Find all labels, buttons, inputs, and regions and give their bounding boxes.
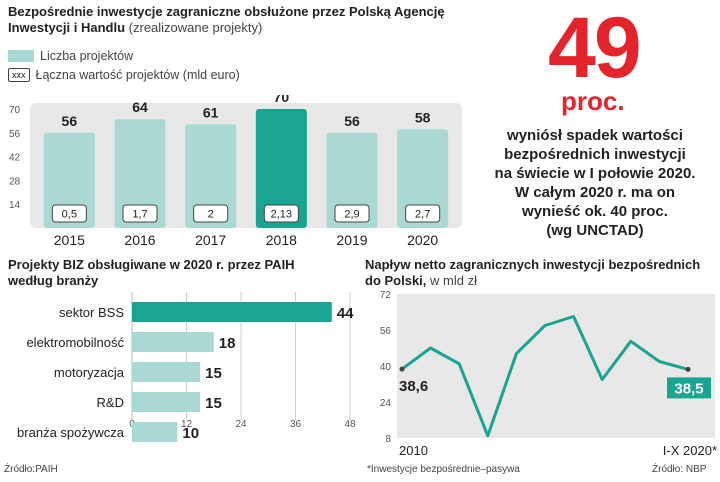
highlight-text-line: na świecie w I połowie 2020. (494, 165, 696, 182)
plot-background (397, 294, 715, 438)
category-label: branża spożywcza (17, 425, 125, 440)
category-label: elektromobilność (26, 335, 124, 350)
top-chart-title-bold: Bezpośrednie inwestycje zagraniczne obsł… (8, 4, 445, 35)
y-tick-label: 56 (380, 326, 392, 337)
fdi-line-chart: 8 24 40 56 72 38,6 38,5 2010 I-X 2020* (380, 290, 717, 458)
value-box (334, 204, 370, 223)
end-value-box (667, 377, 711, 399)
value-box (51, 204, 87, 223)
highlight-text-line: (wg UNCTAD) (546, 222, 644, 239)
bar-2019 (326, 132, 378, 228)
fdi-chart-title: Napływ netto zagranicznych inwestycji be… (365, 257, 720, 289)
x-tick-label: 2015 (54, 232, 85, 248)
x-tick-label: 48 (344, 419, 356, 430)
highlight-text-line: bezpośrednich inwestycji (504, 146, 686, 163)
bar-2018 (255, 109, 307, 228)
category-label: sektor BSS (59, 305, 124, 320)
highlight-number: 49 (548, 0, 642, 96)
branches-bar-chart: 012243648sektor BSS44elektromobilność18m… (17, 292, 356, 442)
x-tick-label: 2010 (399, 443, 428, 458)
top-bar-chart: 14 28 42 56 70 56 0,5 2015 64 1,7 2016 61 2 2017 70 2,1… (9, 95, 462, 248)
bar-value-label: 58 (415, 109, 431, 125)
legend-value: xxx Łączna wartość projektów (mld euro) (8, 68, 240, 82)
branches-title-line2: według branży (8, 273, 99, 288)
x-tick-label: 2020 (407, 232, 438, 248)
y-tick-label: 56 (9, 129, 21, 140)
bar-value-label: 64 (132, 99, 148, 115)
x-tick-label: 2016 (124, 232, 155, 248)
value-box (405, 204, 441, 223)
highlight-text-line: W całym 2020 r. ma on (514, 184, 676, 201)
hbar-value-label: 15 (205, 365, 222, 382)
x-tick-label: 12 (181, 419, 193, 430)
highlight-unit: proc. (561, 86, 625, 116)
branches-chart-title: Projekty BIZ obsługiwane w 2020 r. przez… (8, 257, 348, 289)
start-value-label: 38,6 (399, 378, 428, 395)
hbar (132, 302, 332, 322)
bar-2017 (185, 124, 237, 228)
value-box-label: 2,13 (271, 209, 292, 221)
highlight-text-line: wynieść ok. 40 proc. (522, 203, 668, 220)
bar-2015 (43, 132, 95, 228)
x-tick-label: 36 (290, 419, 302, 430)
legend-value-box: xxx (8, 68, 30, 82)
value-box-label: 2,7 (415, 209, 430, 221)
x-tick-label: 2019 (336, 232, 367, 248)
bar-2016 (114, 119, 166, 228)
hbar (132, 362, 201, 382)
hbar (132, 392, 201, 412)
fdi-title-line2-bold: do Polski, (365, 273, 427, 288)
value-box-label: 2 (208, 209, 214, 221)
legend-count-swatch (8, 50, 34, 62)
value-box-label: 0,5 (62, 209, 77, 221)
highlight-text: wyniósł spadek wartości bezpośrednich inw… (472, 126, 718, 240)
hbar (132, 422, 178, 442)
top-chart-title: Bezpośrednie inwestycje zagraniczne obsł… (8, 4, 478, 36)
end-point (685, 366, 691, 372)
legend-count-label: Liczba projektów (40, 49, 134, 63)
y-tick-label: 42 (9, 153, 21, 164)
bar-2020 (397, 129, 449, 228)
hbar-value-label: 18 (219, 335, 236, 352)
legend-value-label: Łączna wartość projektów (mld euro) (35, 68, 240, 82)
x-tick-label: I-X 2020* (663, 443, 717, 458)
y-tick-label: 24 (380, 398, 392, 409)
value-box-label: 1,7 (132, 209, 147, 221)
end-value-label: 38,5 (674, 380, 703, 397)
category-label: motoryzacja (54, 365, 125, 380)
fdi-source: Źródło: NBP (652, 464, 707, 475)
y-tick-label: 14 (9, 200, 21, 211)
highlight-text-line: wyniósł spadek wartości (507, 127, 683, 144)
value-box (122, 204, 158, 223)
value-box (263, 204, 299, 223)
value-box (193, 204, 229, 223)
branches-source: Źródło:PAIH (4, 464, 58, 475)
y-tick-label: 8 (385, 434, 391, 445)
top-chart-title-light: (zrealizowane projekty) (128, 20, 263, 35)
category-label: R&D (97, 395, 124, 410)
fdi-series-line (401, 315, 689, 438)
hbar-value-label: 10 (182, 425, 199, 442)
hbar-value-label: 44 (337, 305, 354, 322)
x-tick-label: 2018 (266, 232, 297, 248)
bar-value-label: 70 (274, 95, 290, 105)
y-tick-label: 70 (9, 105, 21, 116)
y-tick-label: 40 (380, 362, 392, 373)
y-tick-label: 72 (380, 290, 392, 301)
value-box-label: 2,9 (344, 209, 359, 221)
bar-value-label: 56 (62, 113, 78, 129)
bar-value-label: 56 (344, 113, 360, 129)
branches-title-line1: Projekty BIZ obsługiwane w 2020 r. przez… (8, 257, 295, 272)
fdi-footnote: *Inwestycje bezpośrednie–pasywa (367, 464, 520, 475)
y-tick-label: 28 (9, 176, 21, 187)
start-point (399, 366, 405, 372)
hbar-value-label: 15 (205, 395, 222, 412)
bar-value-label: 61 (203, 104, 219, 120)
x-tick-label: 24 (235, 419, 247, 430)
fdi-title-line1: Napływ netto zagranicznych inwestycji be… (365, 257, 701, 272)
x-tick-label: 2017 (195, 232, 226, 248)
legend-count: Liczba projektów (8, 49, 133, 63)
fdi-title-line2-light: w mld zł (426, 273, 477, 288)
hbar (132, 332, 214, 352)
